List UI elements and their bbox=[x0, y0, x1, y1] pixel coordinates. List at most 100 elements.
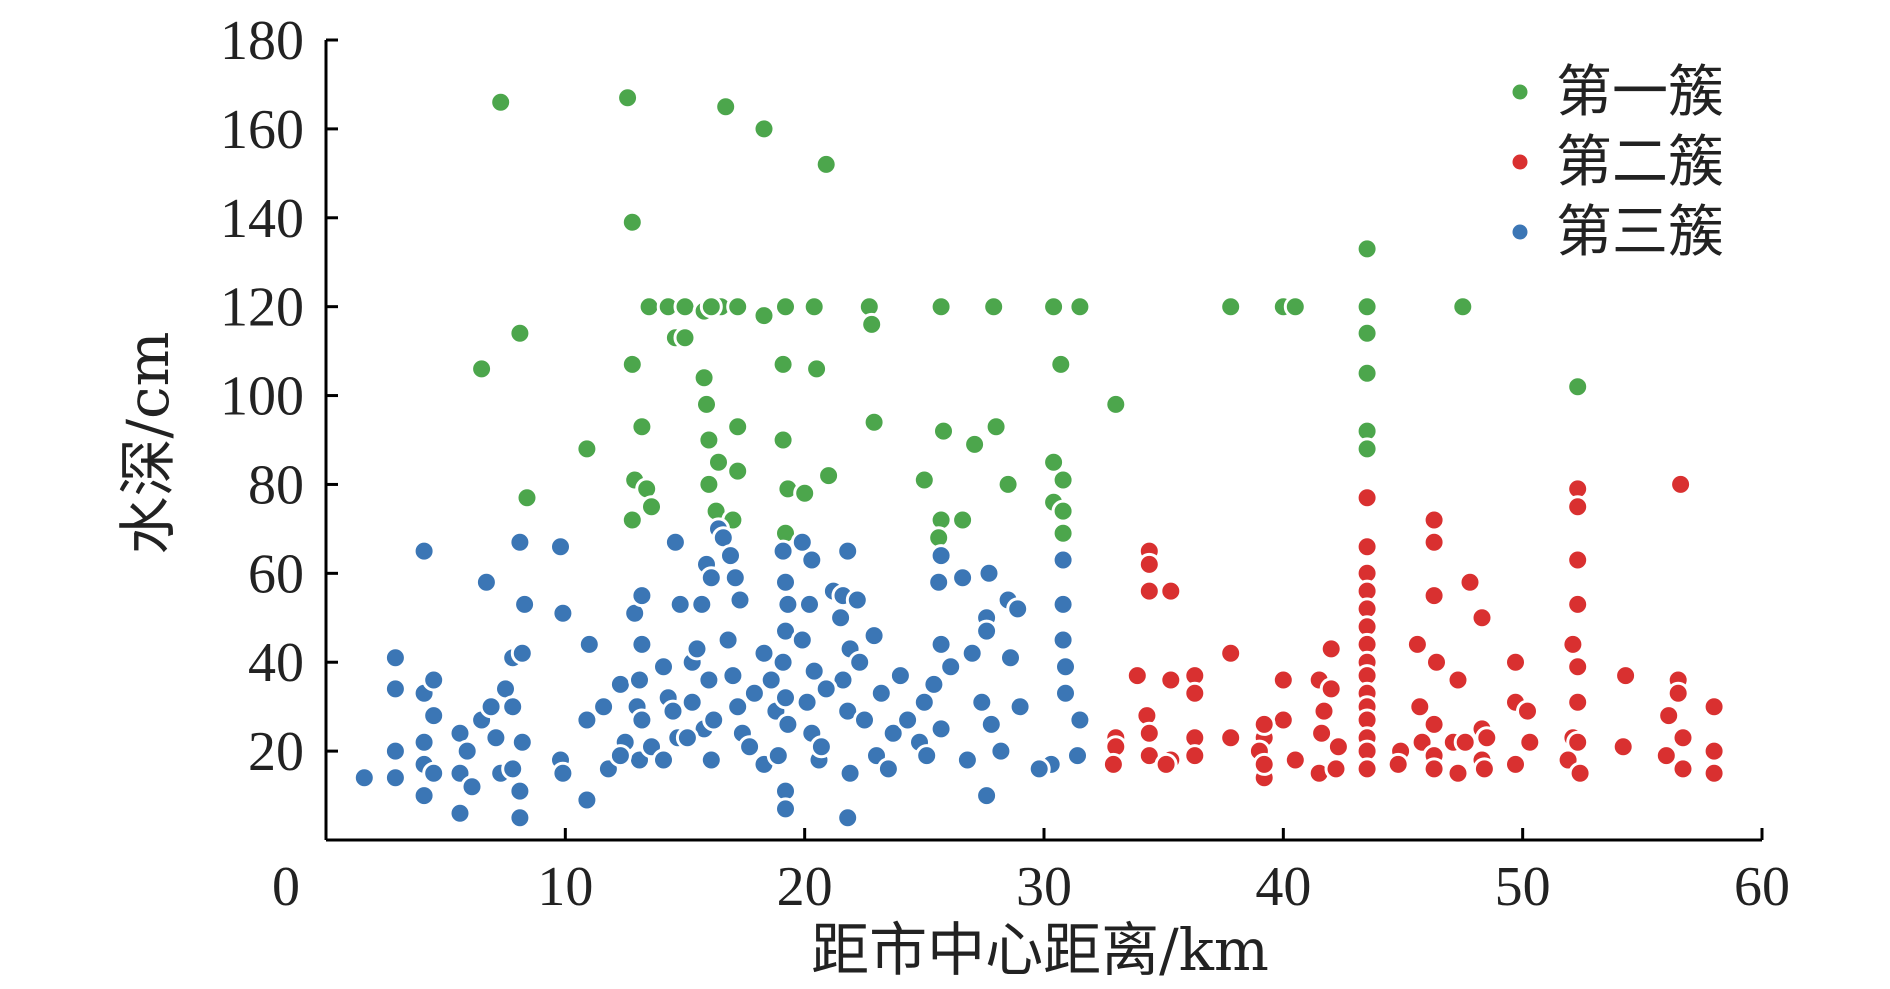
data-point bbox=[685, 637, 709, 661]
data-point bbox=[1051, 628, 1075, 652]
data-point bbox=[996, 472, 1020, 496]
data-point bbox=[592, 695, 616, 719]
data-point bbox=[836, 806, 860, 830]
data-point bbox=[726, 295, 750, 319]
series-1 bbox=[470, 86, 1590, 550]
data-point bbox=[608, 672, 632, 696]
data-point bbox=[422, 668, 446, 692]
legend-marker bbox=[1509, 81, 1531, 103]
data-point bbox=[742, 681, 766, 705]
data-point bbox=[1355, 361, 1379, 385]
data-point bbox=[702, 708, 726, 732]
y-tick-label: 40 bbox=[248, 632, 304, 694]
data-point bbox=[501, 695, 525, 719]
data-point bbox=[726, 695, 750, 719]
data-point bbox=[951, 508, 975, 532]
data-point bbox=[970, 690, 994, 714]
data-point bbox=[1006, 597, 1030, 621]
data-point bbox=[1312, 699, 1336, 723]
data-point bbox=[723, 566, 747, 590]
data-point bbox=[771, 650, 795, 674]
data-point bbox=[790, 628, 814, 652]
data-point bbox=[881, 721, 905, 745]
data-point bbox=[848, 650, 872, 674]
data-point bbox=[1355, 295, 1379, 319]
data-point bbox=[1154, 752, 1178, 776]
y-tick-label: 180 bbox=[220, 10, 304, 72]
data-point bbox=[982, 295, 1006, 319]
data-point bbox=[1219, 641, 1243, 665]
data-point bbox=[915, 744, 939, 768]
data-point bbox=[630, 708, 654, 732]
data-point bbox=[771, 428, 795, 452]
legend-item: 第三簇 bbox=[1509, 200, 1724, 265]
data-point bbox=[1042, 295, 1066, 319]
series-2 bbox=[1101, 472, 1726, 790]
data-point bbox=[652, 748, 675, 772]
data-point bbox=[999, 646, 1022, 670]
data-point bbox=[1702, 739, 1726, 763]
data-point bbox=[759, 668, 783, 692]
data-point bbox=[766, 744, 790, 768]
data-point bbox=[752, 117, 776, 141]
data-point bbox=[1702, 761, 1726, 785]
data-point bbox=[1355, 757, 1379, 781]
data-point bbox=[738, 735, 762, 759]
y-axis-title: 水深/cm bbox=[114, 331, 182, 554]
data-point bbox=[1453, 730, 1477, 754]
series-3 bbox=[352, 517, 1092, 830]
data-point bbox=[1446, 761, 1470, 785]
data-point bbox=[1049, 352, 1073, 376]
data-point bbox=[790, 530, 814, 554]
data-point bbox=[551, 761, 575, 785]
data-point bbox=[1702, 695, 1726, 719]
data-point bbox=[1386, 752, 1410, 776]
data-point bbox=[798, 592, 821, 616]
data-point bbox=[1566, 495, 1590, 519]
data-point bbox=[1027, 757, 1051, 781]
data-point bbox=[776, 592, 800, 616]
data-point bbox=[1671, 726, 1695, 750]
data-point bbox=[1283, 295, 1307, 319]
data-point bbox=[771, 352, 795, 376]
data-point bbox=[809, 735, 833, 759]
data-point bbox=[829, 606, 853, 630]
data-point bbox=[1355, 486, 1379, 510]
data-point bbox=[1219, 726, 1243, 750]
data-point bbox=[1051, 499, 1075, 523]
data-point bbox=[876, 757, 900, 781]
data-point bbox=[963, 432, 987, 456]
data-point bbox=[1425, 650, 1448, 674]
y-tick-label: 20 bbox=[248, 721, 304, 783]
data-point bbox=[771, 539, 795, 563]
data-point bbox=[1271, 668, 1295, 692]
data-point bbox=[1422, 530, 1446, 554]
data-point bbox=[1219, 295, 1243, 319]
data-point bbox=[510, 730, 534, 754]
data-point bbox=[927, 570, 951, 594]
data-point bbox=[776, 712, 800, 736]
data-point bbox=[862, 410, 886, 434]
y-tick-label: 80 bbox=[248, 454, 304, 516]
data-point bbox=[814, 677, 838, 701]
data-point bbox=[939, 655, 963, 679]
data-point bbox=[668, 592, 692, 616]
data-point bbox=[802, 659, 826, 683]
data-point bbox=[412, 539, 436, 563]
data-point bbox=[1470, 606, 1494, 630]
data-point bbox=[508, 321, 532, 345]
x-tick-label: 10 bbox=[537, 856, 593, 918]
data-point bbox=[628, 668, 651, 692]
data-point bbox=[508, 806, 532, 830]
data-point bbox=[663, 530, 687, 554]
data-point bbox=[862, 624, 886, 648]
data-point bbox=[800, 548, 824, 572]
data-point bbox=[692, 366, 716, 390]
data-point bbox=[1614, 664, 1638, 688]
data-point bbox=[549, 535, 572, 559]
data-point bbox=[1054, 655, 1077, 679]
data-point bbox=[1566, 548, 1590, 572]
data-point bbox=[699, 748, 723, 772]
data-point bbox=[1669, 472, 1693, 496]
x-tick-label: 50 bbox=[1495, 856, 1551, 918]
